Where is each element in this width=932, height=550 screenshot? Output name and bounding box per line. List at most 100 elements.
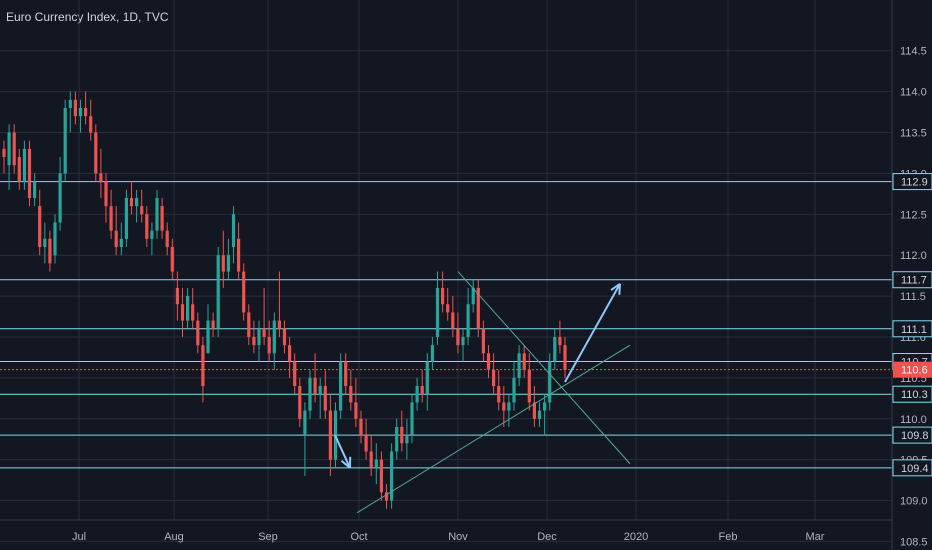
candle-body — [140, 206, 144, 215]
candle-body — [170, 247, 174, 272]
candle-body — [237, 238, 241, 272]
candle-body — [435, 287, 440, 337]
arrow-head — [618, 283, 621, 295]
time-tick-label: Sep — [258, 531, 278, 543]
candle-body — [267, 336, 271, 354]
time-tick-label: Dec — [537, 531, 557, 543]
candle-body — [104, 181, 108, 207]
candle-body — [497, 386, 501, 403]
candle-body — [109, 206, 113, 231]
candle-body — [124, 197, 128, 239]
candle-body — [548, 361, 552, 403]
candle-body — [206, 320, 210, 354]
horizontal-levels — [0, 181, 892, 469]
price-tick-label: 111.5 — [900, 291, 926, 303]
candle-body — [33, 181, 37, 198]
level-tag-label: 111.7 — [901, 275, 927, 287]
candle-body — [527, 369, 531, 403]
candle-body — [507, 402, 511, 411]
level-tag-box — [892, 459, 932, 477]
candle-body — [430, 345, 434, 362]
candle-body — [160, 206, 164, 231]
trendline — [457, 271, 631, 465]
candle-body — [461, 336, 465, 346]
time-tick-label: 2020 — [624, 531, 648, 543]
candle-body — [420, 386, 424, 395]
candle-body — [211, 320, 215, 329]
price-tick-label: 110.0 — [900, 414, 927, 426]
candle-body — [492, 369, 496, 387]
candle-body — [415, 386, 419, 403]
candle-body — [277, 320, 281, 329]
candle-body — [201, 345, 205, 387]
candle-body — [17, 157, 21, 182]
candle-body — [543, 402, 547, 411]
candle-body — [379, 459, 383, 493]
level-tag-box — [892, 320, 932, 338]
candle-body — [99, 173, 103, 182]
candle-body — [180, 304, 185, 321]
time-tick-label: Aug — [164, 531, 184, 543]
candle-body — [145, 214, 149, 239]
candle-body — [12, 132, 16, 166]
candle-body — [84, 107, 88, 117]
candle-body — [395, 426, 399, 452]
price-tick-label: 114.5 — [900, 46, 927, 58]
candle-body — [175, 287, 179, 305]
price-tick-label: 113.5 — [900, 128, 927, 140]
candle-body — [384, 492, 389, 501]
candle-body — [155, 197, 159, 231]
price-tick-label: 112.0 — [900, 250, 927, 262]
candle-body — [288, 345, 292, 362]
candle-body — [78, 107, 83, 117]
level-tag-box — [892, 426, 932, 444]
level-tag-label: 112.9 — [901, 177, 928, 189]
time-tick-label: Oct — [350, 531, 367, 543]
candle-body — [354, 402, 358, 419]
arrow-shaft — [334, 434, 351, 469]
candle-body — [89, 116, 93, 133]
candle-body — [466, 304, 470, 337]
candle-body — [196, 320, 200, 346]
candle-body — [364, 435, 368, 452]
trendline — [356, 344, 631, 514]
current-price-tag — [893, 361, 932, 378]
candle-body — [242, 271, 246, 313]
candle-body — [328, 410, 332, 460]
candle-body — [369, 451, 373, 468]
candle-body — [344, 361, 348, 387]
price-tick-label: 114.0 — [900, 87, 927, 99]
candle-body — [221, 255, 225, 272]
candle-body — [73, 99, 77, 117]
candle-body — [247, 312, 251, 337]
time-tick-label: Feb — [719, 531, 738, 543]
candle-body — [119, 238, 123, 248]
candle-body — [150, 230, 154, 239]
candle-body — [374, 459, 378, 468]
candle-body — [410, 402, 414, 436]
level-tag-box — [892, 173, 932, 191]
current-price-label: 110.6 — [901, 365, 928, 377]
candle-body — [22, 148, 26, 182]
price-tick-label: 109.0 — [900, 496, 928, 508]
candle-body — [537, 410, 542, 419]
candle-body — [2, 148, 6, 158]
candles — [2, 91, 567, 509]
candle-body — [425, 361, 429, 395]
candle-body — [451, 312, 455, 329]
candle-body — [27, 148, 32, 198]
time-tick-label: Nov — [448, 531, 468, 543]
candle-body — [7, 132, 11, 166]
candle-body — [558, 336, 562, 346]
candle-body — [405, 435, 409, 444]
price-tick-label: 112.5 — [900, 209, 927, 221]
candle-body — [63, 107, 67, 174]
candle-body — [512, 377, 516, 403]
candle-body — [68, 99, 72, 108]
time-tick-label: Jul — [72, 531, 86, 543]
arrow-head — [340, 460, 351, 469]
candle-body — [441, 287, 445, 305]
level-tag-label: 109.8 — [901, 430, 929, 442]
